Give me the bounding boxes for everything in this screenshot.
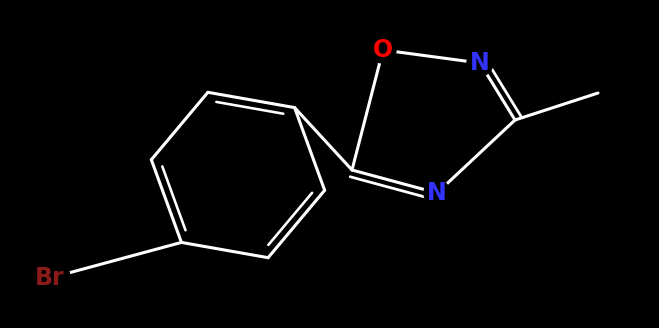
Circle shape	[467, 50, 493, 76]
Circle shape	[424, 180, 450, 206]
Text: N: N	[470, 51, 490, 75]
Circle shape	[370, 37, 396, 63]
Text: N: N	[427, 181, 447, 205]
Text: Br: Br	[35, 266, 65, 290]
Text: O: O	[373, 38, 393, 62]
Circle shape	[30, 258, 70, 298]
